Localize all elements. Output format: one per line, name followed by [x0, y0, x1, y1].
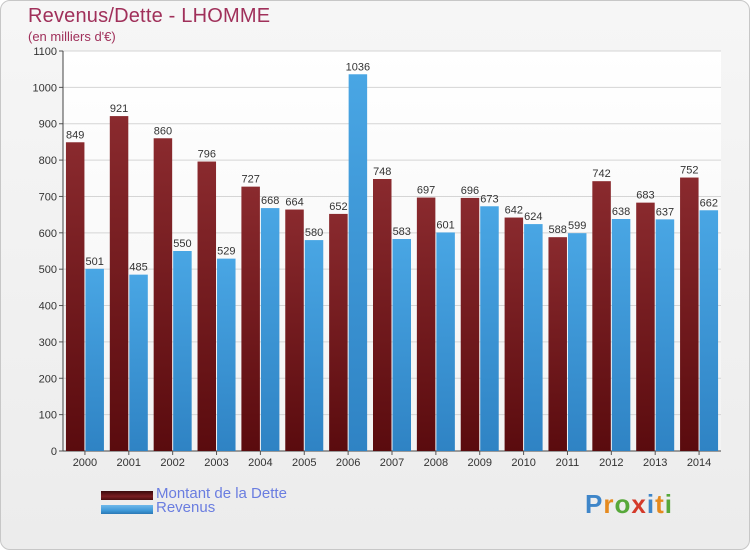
- bar-dette: [373, 179, 392, 451]
- x-tick-label: 2011: [556, 457, 580, 469]
- data-label-dette: 796: [198, 149, 216, 161]
- x-tick-label: 2014: [687, 457, 711, 469]
- data-label-dette: 860: [154, 125, 172, 137]
- y-tick-label: 300: [39, 337, 57, 349]
- x-tick-label: 2005: [292, 457, 316, 469]
- x-tick-label: 2004: [248, 457, 272, 469]
- data-label-revenus: 529: [217, 246, 235, 258]
- bar-revenus: [611, 219, 631, 451]
- data-label-dette: 752: [680, 165, 698, 177]
- bar-revenus: [480, 206, 499, 451]
- data-label-revenus: 601: [436, 219, 454, 231]
- bar-dette: [548, 237, 567, 451]
- x-tick-label: 2009: [467, 457, 491, 469]
- data-label-dette: 748: [373, 166, 391, 178]
- bar-revenus: [129, 274, 148, 451]
- bar-dette: [109, 116, 129, 451]
- bar-revenus: [655, 219, 675, 451]
- y-tick-label: 0: [51, 446, 57, 458]
- data-label-revenus: 485: [129, 262, 147, 274]
- data-label-revenus: 580: [305, 227, 323, 239]
- x-tick-label: 2008: [424, 457, 448, 469]
- bar-revenus: [392, 239, 411, 451]
- data-label-dette: 588: [549, 224, 567, 236]
- bar-dette: [65, 142, 85, 452]
- y-tick-label: 1100: [33, 46, 57, 58]
- legend-label-dette: Montant de la Dette: [156, 485, 287, 502]
- bar-dette: [592, 181, 611, 451]
- bar-dette: [329, 213, 348, 451]
- data-label-revenus: 668: [261, 195, 279, 207]
- bar-revenus: [524, 224, 543, 451]
- y-tick-label: 600: [39, 228, 57, 240]
- bar-dette: [285, 209, 304, 451]
- data-label-revenus: 501: [86, 256, 104, 268]
- bar-revenus: [217, 258, 236, 451]
- data-label-dette: 683: [636, 190, 654, 202]
- bar-dette: [241, 186, 260, 452]
- y-tick-label: 800: [39, 155, 57, 167]
- y-tick-label: 100: [39, 410, 57, 422]
- data-label-revenus: 1036: [346, 61, 370, 73]
- data-label-dette: 652: [329, 201, 347, 213]
- data-label-dette: 849: [66, 129, 84, 141]
- x-tick-label: 2007: [380, 457, 404, 469]
- x-tick-label: 2000: [73, 457, 97, 469]
- chart-title: Revenus/Dette - LHOMME: [28, 5, 271, 27]
- data-label-revenus: 638: [612, 206, 630, 218]
- y-tick-label: 900: [39, 119, 57, 131]
- bar-dette: [153, 138, 173, 452]
- bar-revenus: [85, 268, 104, 451]
- data-label-revenus: 624: [524, 211, 542, 223]
- proxiti-logo: Proxiti: [585, 489, 673, 519]
- data-label-dette: 921: [110, 103, 128, 115]
- plot-area: [63, 51, 721, 451]
- bar-revenus: [436, 232, 455, 451]
- bar-revenus: [173, 251, 192, 451]
- x-tick-label: 2013: [643, 457, 667, 469]
- x-tick-label: 2003: [204, 457, 228, 469]
- y-tick-label: 200: [39, 373, 57, 385]
- bar-revenus: [348, 74, 368, 451]
- data-label-dette: 697: [417, 185, 435, 197]
- legend-label-revenus: Revenus: [156, 499, 216, 516]
- bar-dette: [197, 161, 217, 451]
- data-label-dette: 742: [592, 168, 610, 180]
- data-label-dette: 642: [505, 205, 523, 217]
- y-tick-label: 1000: [33, 82, 57, 94]
- bar-dette: [680, 177, 699, 451]
- bar-dette: [504, 217, 524, 451]
- data-label-dette: 727: [241, 174, 259, 186]
- data-label-revenus: 550: [173, 238, 191, 250]
- bar-revenus: [699, 210, 719, 451]
- x-tick-label: 2002: [160, 457, 184, 469]
- data-label-revenus: 583: [393, 226, 411, 238]
- chart-subtitle: (en milliers d'€): [28, 29, 116, 44]
- legend-swatch-revenus: [101, 505, 153, 514]
- x-tick-label: 2012: [599, 457, 623, 469]
- bar-revenus: [304, 240, 324, 451]
- bar-revenus: [260, 208, 280, 451]
- data-label-revenus: 662: [700, 197, 718, 209]
- bar-dette: [460, 197, 480, 451]
- data-label-dette: 664: [285, 197, 303, 209]
- y-tick-label: 400: [39, 301, 57, 313]
- bar-dette: [636, 202, 655, 451]
- data-label-revenus: 599: [568, 220, 586, 232]
- x-tick-label: 2006: [336, 457, 360, 469]
- legend-swatch-dette: [101, 491, 153, 500]
- y-tick-label: 500: [39, 264, 57, 276]
- data-label-revenus: 637: [656, 206, 674, 218]
- y-tick-label: 700: [39, 191, 57, 203]
- x-tick-label: 2001: [117, 457, 141, 469]
- bar-dette: [416, 197, 436, 451]
- bar-revenus: [567, 233, 587, 451]
- data-label-revenus: 673: [480, 193, 498, 205]
- x-tick-label: 2010: [511, 457, 535, 469]
- data-label-dette: 696: [461, 185, 479, 197]
